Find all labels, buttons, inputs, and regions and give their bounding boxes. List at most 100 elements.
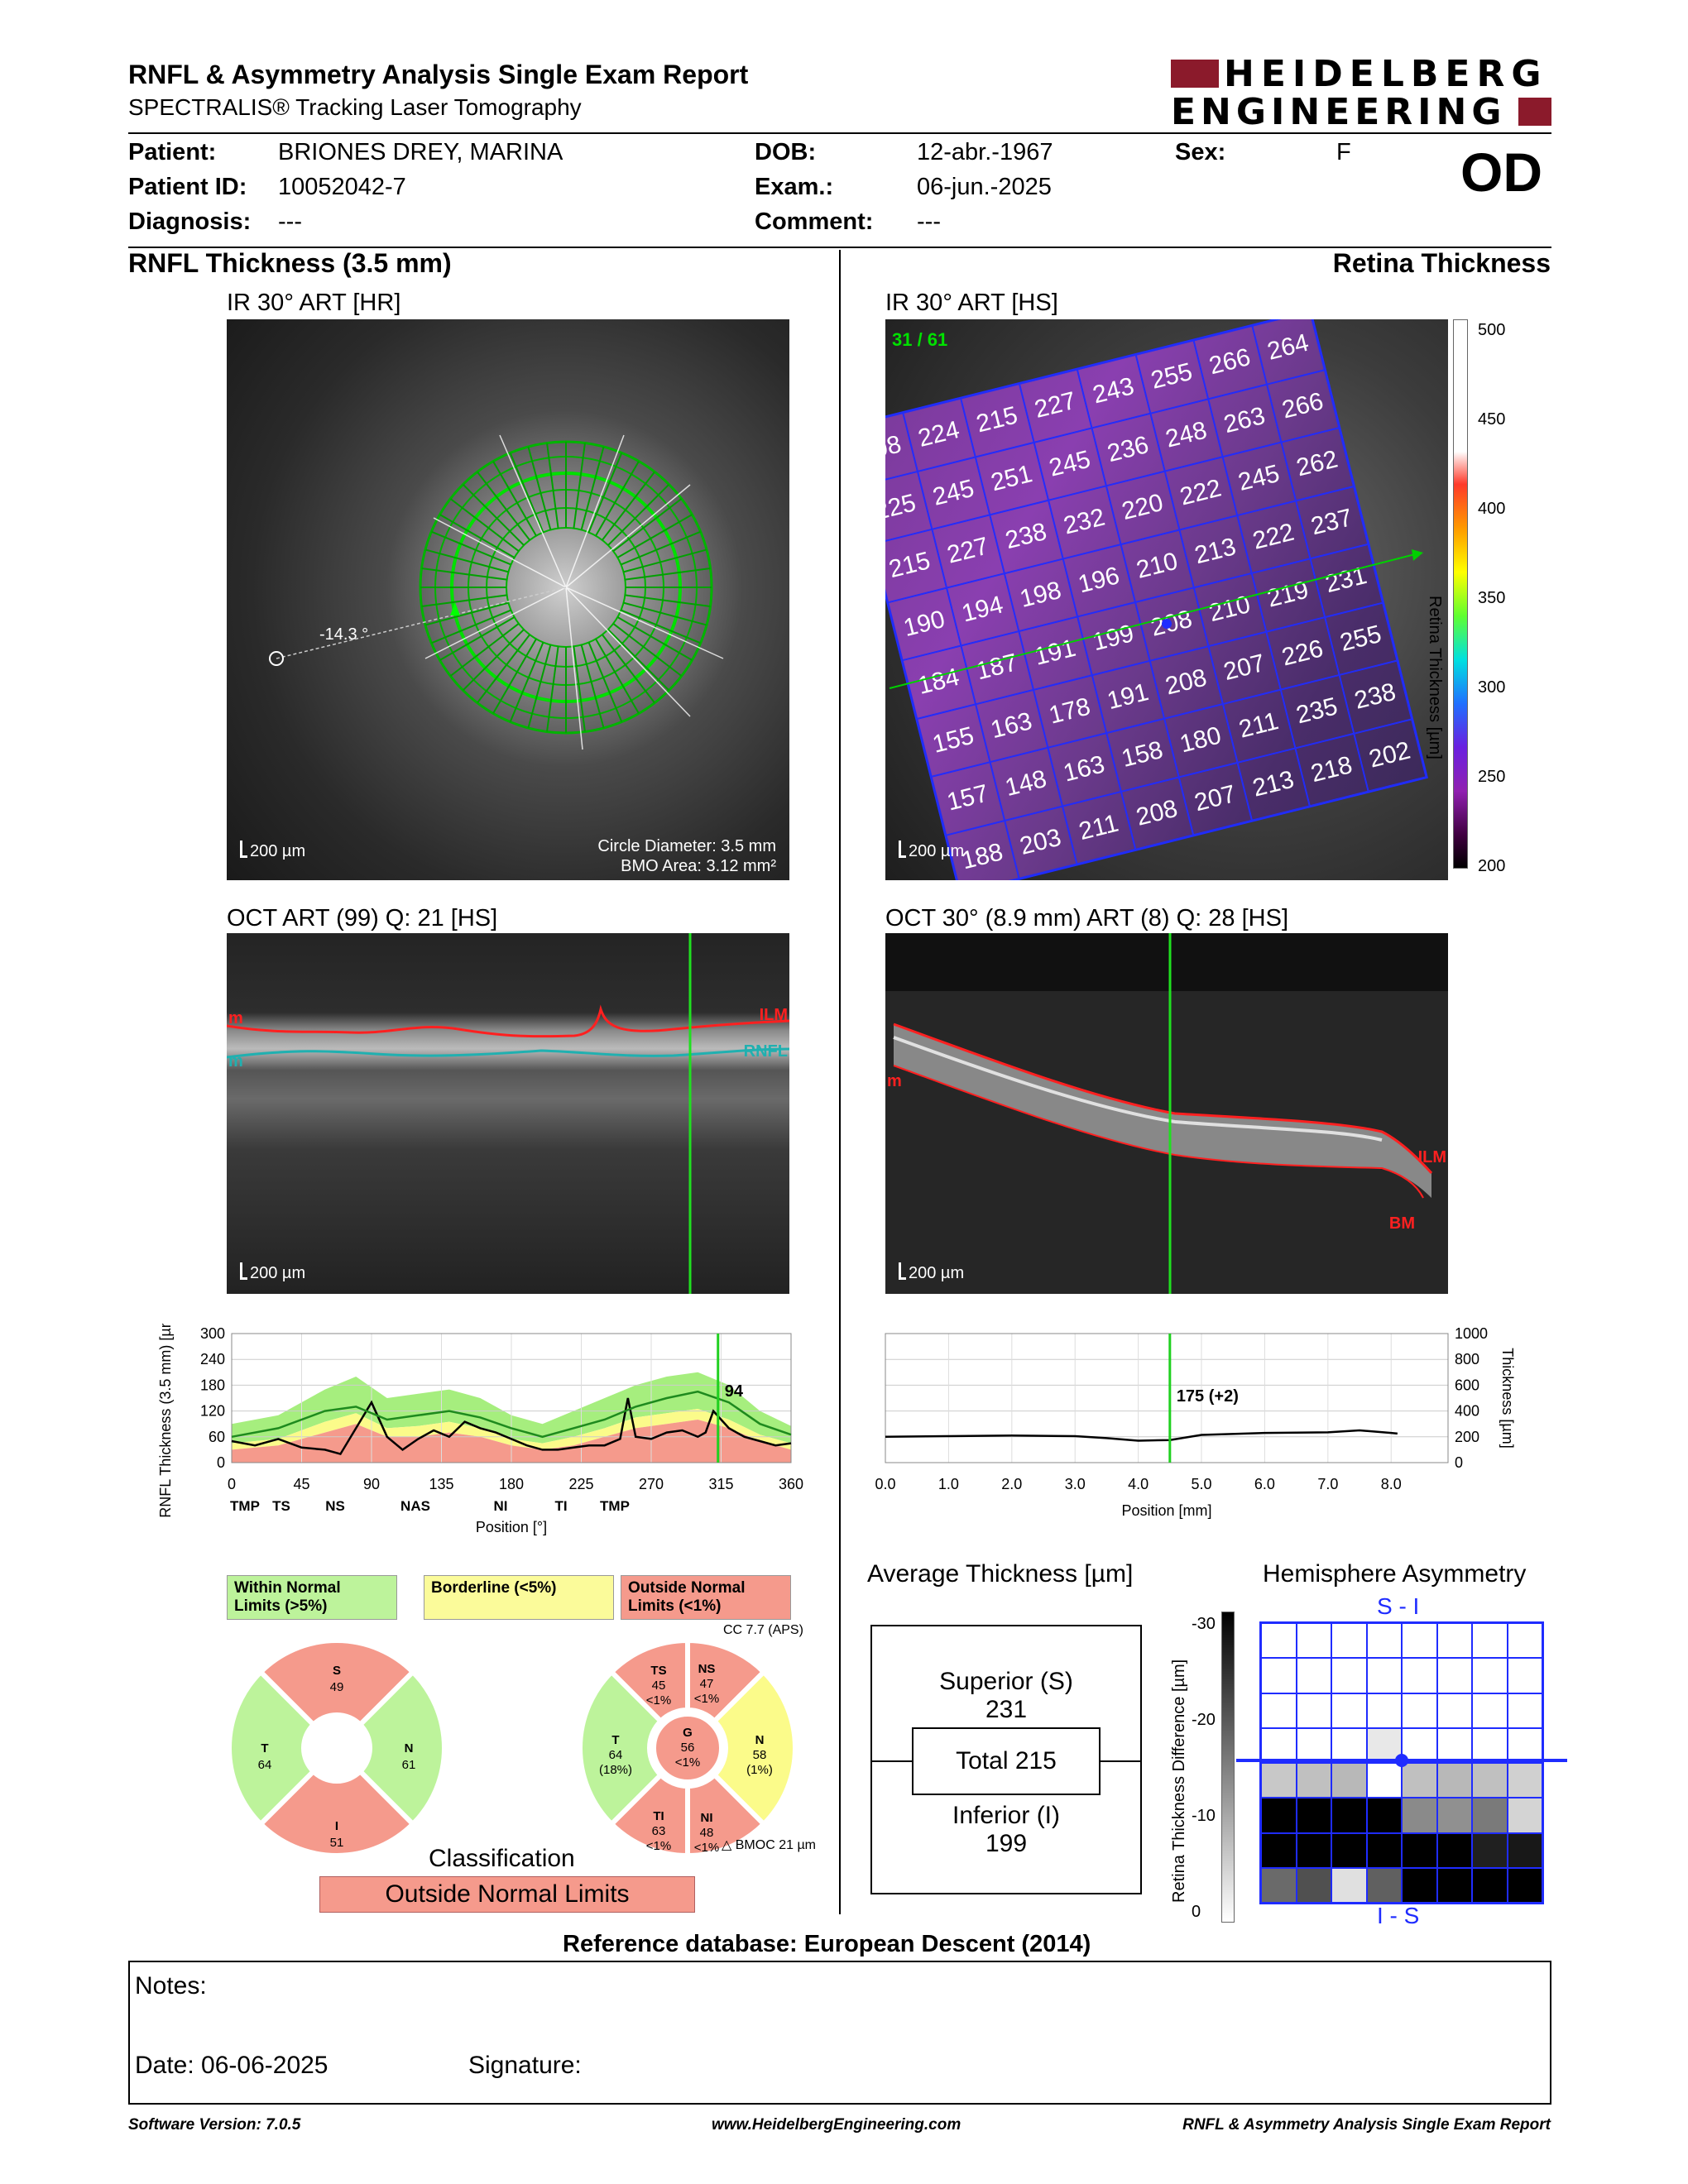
y-axis-label: RNFL Thickness (3.5 mm) [µm]: [157, 1324, 174, 1518]
heidelberg-logo: HEIDELBERG ENGINEERING: [1171, 53, 1551, 133]
y-tick-label: 1000: [1455, 1325, 1488, 1342]
sex-label: Sex:: [1175, 139, 1226, 165]
oct-left-scalebar: 200 µm: [239, 1262, 306, 1282]
y-tick-label: 180: [200, 1377, 225, 1393]
oct-left-layers: [227, 933, 789, 1294]
patient-value: BRIONES DREY, MARINA: [278, 139, 563, 165]
notes-signature: Signature:: [468, 2052, 582, 2079]
asymmetry-cell: [1296, 1693, 1331, 1728]
hemisphere-marker: [1395, 1754, 1408, 1767]
reference-database: Reference database: European Descent (20…: [563, 1931, 1091, 1957]
colorbar-tick: 200: [1478, 857, 1506, 875]
asymmetry-cell: [1472, 1658, 1508, 1693]
oct-right-ilm: ILM: [1417, 1148, 1446, 1166]
asymmetry-cell: [1261, 1658, 1297, 1693]
asymmetry-cell: [1261, 1623, 1297, 1659]
asymmetry-cell: [1472, 1727, 1508, 1763]
colorbar-title: Retina Thickness [µm]: [1426, 596, 1444, 759]
x-tick-label: 6.0: [1254, 1476, 1275, 1492]
thickness-line: [885, 1429, 1398, 1442]
asymmetry-cell: [1507, 1867, 1542, 1903]
notes-date: Date: 06-06-2025: [135, 2052, 328, 2079]
x-tick-label: 135: [429, 1476, 453, 1492]
notes-label: Notes:: [135, 1972, 207, 2000]
asymmetry-cell: [1472, 1867, 1508, 1903]
asymmetry-cell: [1366, 1623, 1402, 1659]
y-tick-label: 60: [209, 1429, 225, 1445]
classification-title: Classification: [429, 1845, 575, 1872]
asymmetry-cell: [1296, 1763, 1331, 1798]
oct-left-image: ILM RNFL m m 200 µm: [227, 933, 789, 1294]
y-tick-label: 400: [1455, 1403, 1479, 1420]
asymmetry-cell: [1507, 1832, 1542, 1868]
sector-ts-text: TS: [650, 1664, 666, 1678]
asymmetry-cell: [1402, 1832, 1437, 1868]
asymmetry-cell: [1366, 1832, 1402, 1868]
colorbar-tick: 500: [1478, 321, 1506, 339]
asymmetry-cell: [1402, 1658, 1437, 1693]
notes-box[interactable]: [128, 1961, 1551, 2105]
diff-colorbar: [1221, 1612, 1235, 1923]
x-tick-label: 5.0: [1192, 1476, 1212, 1492]
exam-value: 06-jun.-2025: [917, 174, 1052, 200]
sector-label: TMP: [600, 1498, 630, 1514]
rnfl-normal-mean-line: [231, 1390, 792, 1439]
sector-ts: [607, 1637, 690, 1725]
sector-global-text: 56: [681, 1741, 695, 1755]
report-subtitle: SPECTRALIS® Tracking Laser Tomography: [128, 94, 582, 120]
ir-left-scalebar: 200 µm: [239, 841, 306, 860]
x-tick-label: 4.0: [1128, 1476, 1149, 1492]
hemisphere-top-label: S - I: [1377, 1593, 1420, 1619]
asymmetry-cell: [1436, 1763, 1472, 1798]
asymmetry-cell: [1436, 1867, 1472, 1903]
diagnosis-value: ---: [278, 208, 302, 235]
diff-tick: -30: [1192, 1615, 1216, 1633]
asymmetry-cell: [1507, 1763, 1542, 1798]
diff-tick: 0: [1192, 1903, 1201, 1921]
ir-angle-label: -14.3 °: [319, 625, 369, 644]
sector-label: NS: [325, 1498, 345, 1514]
hemisphere-grid: [1259, 1621, 1544, 1904]
eye-label: OD: [1460, 141, 1542, 203]
asymmetry-cell: [1436, 1658, 1472, 1693]
footer-report: RNFL & Asymmetry Analysis Single Exam Re…: [1182, 2116, 1551, 2134]
asymmetry-cell: [1366, 1693, 1402, 1728]
sector-global-text: <1%: [675, 1755, 700, 1770]
asymmetry-cell: [1472, 1798, 1508, 1833]
total-value: Total 215: [956, 1747, 1057, 1774]
diff-tick: -20: [1192, 1711, 1216, 1729]
ir-left-title: IR 30° ART [HR]: [227, 290, 401, 316]
patient-id-label: Patient ID:: [128, 174, 247, 200]
ir-right-scalebar: 200 µm: [898, 841, 965, 860]
cursor-value: 94: [725, 1382, 744, 1401]
plot-frame: [231, 1333, 792, 1463]
asymmetry-cell: [1296, 1658, 1331, 1693]
asymmetry-cell: [1472, 1693, 1508, 1728]
asymmetry-cell: [1507, 1623, 1542, 1659]
rnfl-section-title: RNFL Thickness (3.5 mm): [128, 248, 452, 278]
ir-retina-map-image: 208 224 215 227 243 255 266 264 225 245 251 245 236 2…: [885, 319, 1448, 880]
sector-nasal-value: 61: [402, 1758, 416, 1772]
asymmetry-cell: [1366, 1763, 1402, 1798]
legend-within: Within Normal Limits (>5%): [227, 1575, 397, 1620]
sector-ni-text: NI: [701, 1811, 713, 1825]
sector-label: TS: [272, 1498, 290, 1514]
asymmetry-cell: [1261, 1693, 1297, 1728]
colorbar-tick: 350: [1478, 589, 1506, 607]
asymmetry-cell: [1331, 1763, 1367, 1798]
y-axis-label: Thickness [µm]: [1499, 1348, 1516, 1448]
asymmetry-cell: [1436, 1832, 1472, 1868]
diff-colorbar-title: Retina Thickness Difference [µm]: [1170, 1659, 1188, 1903]
asymmetry-cell: [1402, 1763, 1437, 1798]
asymmetry-cell: [1296, 1867, 1331, 1903]
sector-inferior-value: 51: [330, 1836, 344, 1850]
sector-temporal-label: T: [261, 1741, 268, 1755]
x-tick-label: 45: [293, 1476, 309, 1492]
asymmetry-cell: [1507, 1798, 1542, 1833]
cursor-value: 175 (+2): [1177, 1387, 1239, 1406]
sector-ns-text: 47: [700, 1677, 714, 1691]
sector-nasal: [357, 1668, 447, 1828]
asymmetry-cell: [1331, 1623, 1367, 1659]
sector-ti-text: TI: [653, 1809, 664, 1823]
ir-fundus-image: -14.3 ° 200 µm Circle Diameter: 3.5 mm B…: [227, 319, 789, 880]
